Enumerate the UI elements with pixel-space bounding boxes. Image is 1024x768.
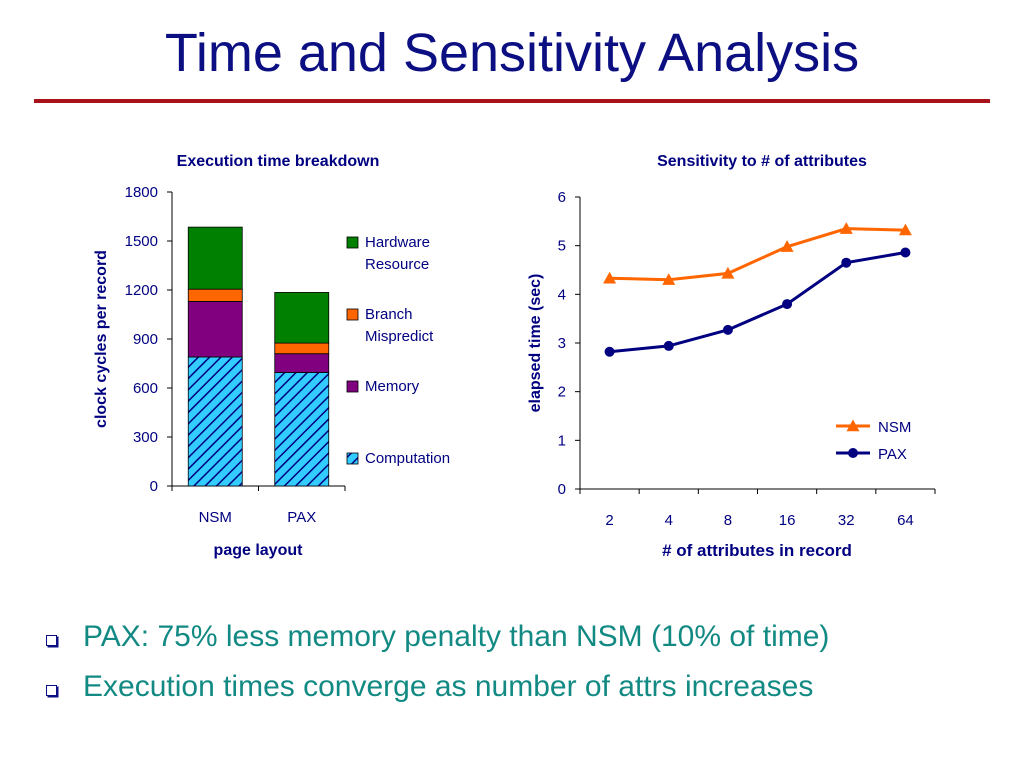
x-tick-label: 2 — [605, 512, 613, 529]
y-axis-label: clock cycles per record — [93, 250, 110, 428]
title-divider — [34, 99, 990, 103]
data-point-pax — [604, 346, 615, 357]
bar-segment-hardware-resource — [187, 226, 243, 290]
data-point-nsm — [721, 266, 735, 279]
data-point-pax — [900, 247, 911, 258]
legend-label: Mispredict — [365, 328, 434, 345]
legend-swatch-hardware-resource — [346, 236, 359, 249]
legend-marker-nsm — [846, 419, 860, 432]
series-line-pax — [609, 251, 906, 354]
bar-segment-computation — [274, 372, 330, 487]
y-tick-label: 600 — [133, 380, 158, 397]
legend-label: Hardware — [365, 234, 430, 251]
data-point-nsm — [839, 222, 853, 234]
legend-swatch-branch-mispredict — [346, 308, 359, 321]
legend-label: Resource — [365, 256, 429, 273]
x-tick-label: 32 — [838, 512, 855, 529]
x-axis-label: # of attributes in record — [662, 541, 852, 560]
x-axis-label: page layout — [214, 542, 304, 559]
data-point-pax — [841, 257, 852, 268]
execution-time-bar-chart: Execution time breakdown page layout clock… — [93, 153, 450, 559]
bar-segment-memory — [274, 353, 330, 373]
data-point-pax — [782, 299, 793, 310]
y-tick-label: 1800 — [125, 184, 158, 201]
charts-canvas: Execution time breakdown page layout clock… — [93, 153, 936, 560]
x-tick-label: PAX — [287, 509, 316, 526]
slide-title: Time and Sensitivity Analysis — [164, 23, 860, 83]
square-bullet-icon — [46, 684, 57, 696]
bar-segment-branch-mispredict — [274, 342, 330, 355]
legend-swatch-computation — [346, 452, 359, 465]
bullet-list: PAX: 75% less memory penalty than NSM (1… — [46, 612, 1006, 712]
bullet-item: Execution times converge as number of at… — [46, 662, 1006, 712]
bar-segment-hardware-resource — [274, 292, 330, 344]
series-line-nsm — [609, 227, 906, 282]
y-tick-label: 6 — [558, 189, 566, 206]
data-point-nsm — [898, 223, 912, 236]
legend-label: PAX — [878, 446, 907, 463]
x-tick-label: 64 — [897, 512, 914, 529]
data-point-pax — [722, 324, 733, 335]
legend-label: NSM — [878, 419, 911, 436]
data-point-nsm — [662, 273, 676, 285]
chart-title: Execution time breakdown — [177, 153, 380, 170]
legend-label: Memory — [365, 378, 420, 395]
chart-title: Sensitivity to # of attributes — [657, 153, 867, 170]
y-tick-label: 3 — [558, 335, 566, 352]
bullet-text: Execution times converge as number of at… — [83, 670, 814, 703]
x-tick-label: NSM — [199, 509, 232, 526]
y-tick-label: 0 — [558, 481, 566, 498]
legend-marker-pax — [848, 448, 858, 458]
x-tick-label: 4 — [665, 512, 673, 529]
bullet-item: PAX: 75% less memory penalty than NSM (1… — [46, 612, 1006, 662]
legend-swatch-memory — [346, 380, 359, 393]
y-tick-label: 1200 — [125, 282, 158, 299]
y-tick-label: 4 — [558, 286, 566, 303]
y-tick-label: 1 — [558, 432, 566, 449]
bar-segment-branch-mispredict — [187, 288, 243, 302]
y-tick-label: 2 — [558, 384, 566, 401]
data-point-pax — [663, 340, 674, 351]
x-tick-label: 16 — [779, 512, 796, 529]
y-axis-label: elapsed time (sec) — [527, 274, 544, 413]
bullet-text: PAX: 75% less memory penalty than NSM (1… — [83, 620, 830, 653]
legend-label: Branch — [365, 306, 413, 323]
legend-label: Computation — [365, 450, 450, 467]
y-tick-label: 300 — [133, 429, 158, 446]
y-tick-label: 0 — [150, 478, 158, 495]
y-tick-label: 900 — [133, 331, 158, 348]
y-tick-label: 1500 — [125, 233, 158, 250]
x-tick-label: 8 — [724, 512, 732, 529]
data-point-nsm — [603, 271, 617, 284]
y-tick-label: 5 — [558, 238, 566, 255]
bar-segment-computation — [187, 356, 243, 487]
sensitivity-line-chart: Sensitivity to # of attributes # of attri… — [527, 153, 936, 560]
bar-segment-memory — [187, 301, 243, 358]
square-bullet-icon — [46, 634, 57, 646]
data-point-nsm — [780, 240, 794, 252]
